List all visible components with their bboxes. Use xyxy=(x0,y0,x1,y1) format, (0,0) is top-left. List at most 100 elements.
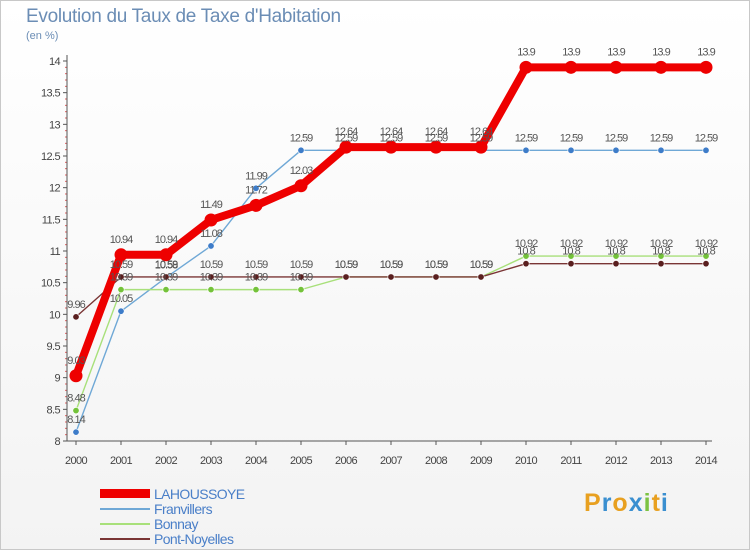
data-point xyxy=(207,242,215,250)
x-tick-label: 2014 xyxy=(695,455,718,467)
x-tick-label: 2008 xyxy=(425,455,448,467)
data-label: 10.59 xyxy=(335,259,358,271)
data-label: 10.59 xyxy=(290,259,313,271)
data-point xyxy=(657,146,665,154)
series-line-franvillers xyxy=(75,149,706,433)
series-line-lahoussoye xyxy=(72,63,706,378)
x-tick-label: 2003 xyxy=(200,455,223,467)
data-point xyxy=(297,146,305,154)
data-point xyxy=(162,273,170,281)
data-label: 12.59 xyxy=(335,132,358,144)
legend-label: Pont-Noyelles xyxy=(154,530,234,547)
data-point xyxy=(567,260,575,268)
data-label: 10.92 xyxy=(605,238,628,250)
data-label: 12.64 xyxy=(380,126,403,138)
data-label: 10.59 xyxy=(425,259,448,271)
data-label: 10.94 xyxy=(155,234,178,246)
data-label: 9.03 xyxy=(67,355,85,367)
data-point xyxy=(117,307,125,315)
data-point xyxy=(564,60,578,74)
data-point xyxy=(69,369,83,383)
data-point xyxy=(297,286,305,294)
x-tick-label: 2012 xyxy=(605,455,628,467)
data-point xyxy=(702,146,710,154)
data-label: 12.59 xyxy=(560,132,583,144)
data-label: 10.59 xyxy=(425,259,448,271)
data-point xyxy=(522,252,530,260)
data-label: 11.49 xyxy=(200,199,223,211)
data-point xyxy=(477,273,485,281)
data-label: 12.64 xyxy=(425,126,448,138)
data-label: 10.92 xyxy=(560,238,583,250)
data-point xyxy=(117,273,125,281)
y-tick-label: 10.5 xyxy=(41,278,60,290)
y-tick-label: 9 xyxy=(54,373,60,385)
data-label: 10.8 xyxy=(517,246,535,258)
legend-item-bonnay: Bonnay xyxy=(100,516,244,532)
y-axis-unit-label: (en %) xyxy=(26,30,59,42)
x-tick-label: 2007 xyxy=(380,455,403,467)
data-label: 13.9 xyxy=(697,46,715,58)
data-point xyxy=(342,273,350,281)
data-label: 12.03 xyxy=(290,165,313,177)
x-tick-label: 2011 xyxy=(560,455,582,467)
y-tick-label: 11 xyxy=(50,246,61,258)
legend-item-pont-noyelles: Pont-Noyelles xyxy=(100,530,244,547)
y-tick-label: 8 xyxy=(54,436,60,448)
data-point xyxy=(699,60,713,74)
data-label: 10.39 xyxy=(110,272,133,284)
logo-letter: P xyxy=(584,489,602,517)
data-point xyxy=(429,140,443,154)
data-point xyxy=(474,140,488,154)
data-label: 10.39 xyxy=(200,272,223,284)
data-label: 10.8 xyxy=(607,246,625,258)
data-label: 12.64 xyxy=(335,126,358,138)
logo-letter: t xyxy=(651,489,661,517)
x-tick-label: 2009 xyxy=(470,455,493,467)
data-label: 13.9 xyxy=(607,46,625,58)
x-tick-label: 2004 xyxy=(245,455,268,467)
data-label: 10.59 xyxy=(155,259,178,271)
legend-swatch xyxy=(100,522,150,525)
data-point xyxy=(252,184,260,192)
data-point xyxy=(339,140,353,154)
data-label: 10.8 xyxy=(697,246,715,258)
y-tick-label: 11.5 xyxy=(42,214,61,226)
data-point xyxy=(114,248,128,262)
x-tick-label: 2010 xyxy=(515,455,538,467)
chart-title: Evolution du Taux de Taxe d'Habitation xyxy=(26,6,341,27)
data-point xyxy=(519,60,533,74)
logo-letter: i xyxy=(660,489,669,517)
data-point xyxy=(702,252,710,260)
data-label: 11.08 xyxy=(200,228,223,240)
data-label: 12.59 xyxy=(650,132,673,144)
data-point xyxy=(252,273,260,281)
y-tick-label: 8.5 xyxy=(47,404,61,416)
proxiti-logo: Proxiti xyxy=(584,489,669,518)
data-label: 9.96 xyxy=(67,299,85,311)
data-label: 10.59 xyxy=(335,259,358,271)
data-label: 13.9 xyxy=(652,46,670,58)
data-point xyxy=(654,60,668,74)
data-point xyxy=(72,428,80,436)
data-label: 12.59 xyxy=(470,132,493,144)
data-point xyxy=(207,286,215,294)
data-point xyxy=(159,248,173,262)
data-label: 12.59 xyxy=(425,132,448,144)
data-label: 10.59 xyxy=(110,259,133,271)
x-tick-label: 2002 xyxy=(155,455,178,467)
data-label: 10.92 xyxy=(695,238,718,250)
x-tick-label: 2000 xyxy=(65,455,88,467)
legend-swatch xyxy=(100,507,150,510)
data-label: 10.59 xyxy=(200,259,223,271)
logo-letter: i xyxy=(643,489,652,517)
y-tick-label: 13.5 xyxy=(41,88,60,100)
y-tick-label: 9.5 xyxy=(47,341,61,353)
data-label: 12.59 xyxy=(695,132,718,144)
data-point xyxy=(252,286,260,294)
data-label: 10.39 xyxy=(245,272,268,284)
legend-item-franvillers: Franvillers xyxy=(100,501,244,517)
data-point xyxy=(567,252,575,260)
